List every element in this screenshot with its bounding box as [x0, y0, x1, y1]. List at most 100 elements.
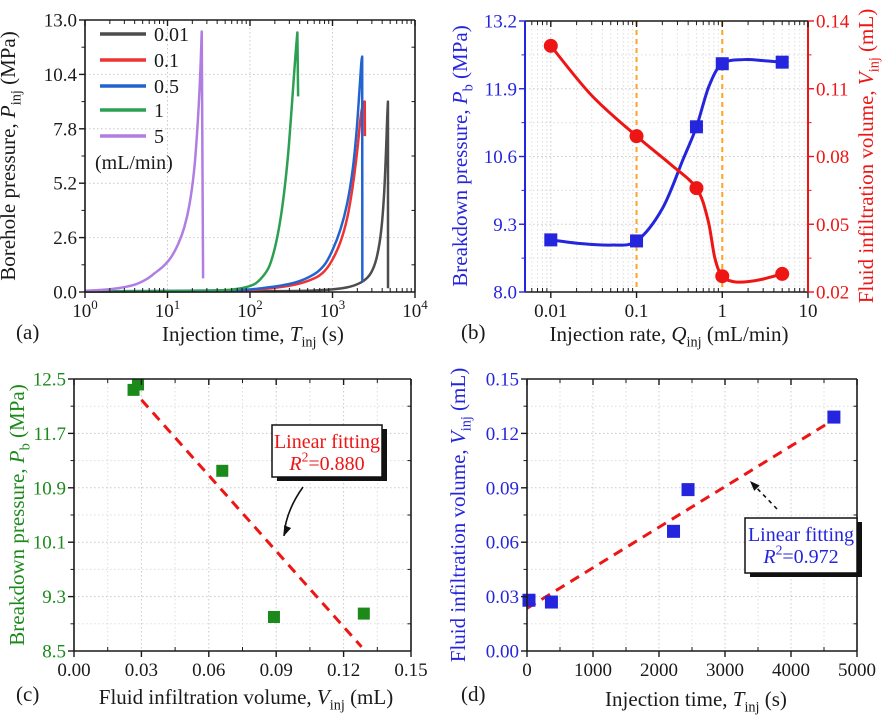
annotation-box: [271, 424, 383, 478]
x-axis-label: Injection time, Tinj (s): [162, 322, 344, 351]
y-tick-label: 0.0: [53, 283, 77, 304]
x-tick-label: 2000: [640, 660, 678, 681]
marker-circle: [689, 181, 704, 196]
marker-circle: [629, 129, 644, 144]
gridlines: [85, 20, 415, 292]
x-tick-label: 102: [237, 297, 262, 322]
legend-label: 1: [154, 100, 164, 122]
series-line-breakdown-pressure: [550, 57, 783, 247]
marker-square: [630, 234, 644, 248]
panel-d-chart: 0 1000 2000 3000 4000 5000 0.00 0.03 0.06 0.09 0.1…: [446, 368, 876, 716]
y2-tick-label: 0.02: [816, 283, 849, 304]
x-tick-label: 10: [799, 301, 818, 322]
x-tick-label: 1: [718, 301, 728, 322]
ticks: [68, 378, 412, 657]
y-tick-label: 13.0: [44, 11, 77, 32]
marker-circle: [775, 266, 790, 281]
x-tick-label: 0.03: [125, 660, 158, 681]
y-tick-label: 8.0: [493, 283, 517, 304]
panel-a: 100 101 102 103 104 0.0 2.6 5.2 7.8 10.4 13.0 Injec…: [0, 11, 428, 351]
y2-tick-label: 0.08: [816, 147, 849, 168]
ticks: [79, 19, 416, 298]
series-line-1: [84, 31, 300, 293]
x-tick-label: 104: [402, 297, 428, 322]
series-line-0.01: [84, 100, 390, 293]
annotation-text: Linear fitting: [748, 524, 854, 546]
marker-square: [689, 120, 703, 134]
panel-letter-c: (c): [16, 682, 40, 706]
annotation-r2: R2=0.880: [288, 450, 364, 475]
x-tick-label: 3000: [706, 660, 744, 681]
x-axis-label: Fluid infiltration volume, Vinj (mL): [99, 685, 393, 714]
x-tick-label: 0.01: [534, 301, 567, 322]
legend-label: 0.5: [154, 76, 179, 98]
series-line-fluid-infiltration-volume: [549, 44, 783, 284]
data-point-square: [544, 595, 558, 609]
y-tick-label: 11.7: [33, 424, 66, 445]
data-point-square: [267, 611, 280, 623]
legend-label: 0.01: [154, 24, 189, 46]
panel-letter-b: (b): [461, 320, 486, 344]
legend-label: 0.1: [154, 50, 179, 72]
x-tick-label: 4000: [772, 660, 810, 681]
y-tick-label: 0.09: [486, 478, 519, 499]
panel-letter-a: (a): [16, 320, 40, 344]
legend-label: 5: [154, 126, 164, 148]
legend: 0.01 0.1 0.51 5 (mL/min): [95, 24, 189, 174]
y-axis-label: Borehole pressure, Pinj (MPa): [0, 31, 25, 281]
y-tick-label: 12.5: [33, 370, 66, 391]
legend-note: (mL/min): [95, 152, 173, 174]
y-axis-label: Fluid infiltration volume, Vinj (mL): [446, 368, 475, 662]
x-axis-label: Injection rate, Qinj (mL/min): [550, 322, 789, 351]
x-tick-label: 100: [72, 297, 97, 322]
y-tick-label: 0.15: [486, 370, 519, 391]
y-tick-label: 10.4: [44, 65, 78, 86]
y-tick-label: 11.9: [484, 79, 517, 100]
data-point-square: [357, 607, 370, 620]
y-tick-label: 0.06: [486, 533, 519, 554]
y-tick-label: 7.8: [53, 119, 77, 140]
data-point-square: [827, 410, 841, 424]
gridlines: [525, 21, 808, 292]
ticks: [519, 20, 814, 298]
gridlines: [527, 379, 857, 651]
fit-line: [526, 413, 844, 610]
y-tick-label: 10.1: [33, 533, 66, 554]
y-tick-label: 13.2: [484, 12, 517, 33]
data-point-square: [216, 464, 229, 477]
y2-tick-label: 0.14: [816, 12, 850, 33]
x-tick-label: 0.12: [327, 660, 360, 681]
y-axis-label: Breakdown pressure, Pb (MPa): [448, 25, 477, 286]
panel-b-chart: 0.01 0.1 1 108.09.310.611.913.20.020.050.08…: [448, 9, 883, 351]
marker-square: [715, 57, 729, 71]
annotation-box: [744, 517, 858, 574]
y-tick-label: 9.3: [42, 587, 66, 608]
data-point-square: [522, 593, 536, 607]
marker-circle: [543, 38, 558, 53]
annotation-r2: R2=0.972: [762, 543, 838, 568]
annotation-text: Linear fitting: [274, 431, 380, 453]
series-line-0.1: [84, 100, 367, 293]
panel-c-chart: 0.00 0.03 0.06 0.09 0.12 0.15 8.5 9.3 10.1 10.9 11…: [5, 370, 428, 714]
y-tick-label: 0.12: [486, 424, 519, 445]
panel-letter-d: (d): [461, 682, 486, 706]
x-axis-label: Injection time, Tinj (s): [605, 687, 787, 716]
panel-a-chart: 100 101 102 103 104 0.0 2.6 5.2 7.8 10.4 13.0 Injec…: [0, 11, 428, 351]
arrow-head: [750, 481, 760, 491]
fit-line: [129, 386, 363, 648]
x-tick-label: 0.09: [260, 660, 293, 681]
marker-square: [775, 55, 789, 69]
marker-circle: [715, 269, 730, 284]
y-tick-label: 0.00: [486, 642, 519, 663]
panel-d: 0 1000 2000 3000 4000 5000 0.00 0.03 0.06 0.09 0.1…: [446, 368, 876, 716]
arrow-head: [284, 525, 292, 536]
ticks: [521, 378, 858, 657]
y-tick-label: 8.5: [42, 642, 66, 663]
data-point-square: [132, 378, 145, 391]
x-tick-label: 0.1: [625, 301, 649, 322]
x-tick-label: 0: [522, 660, 532, 681]
y-tick-label: 2.6: [53, 228, 77, 249]
